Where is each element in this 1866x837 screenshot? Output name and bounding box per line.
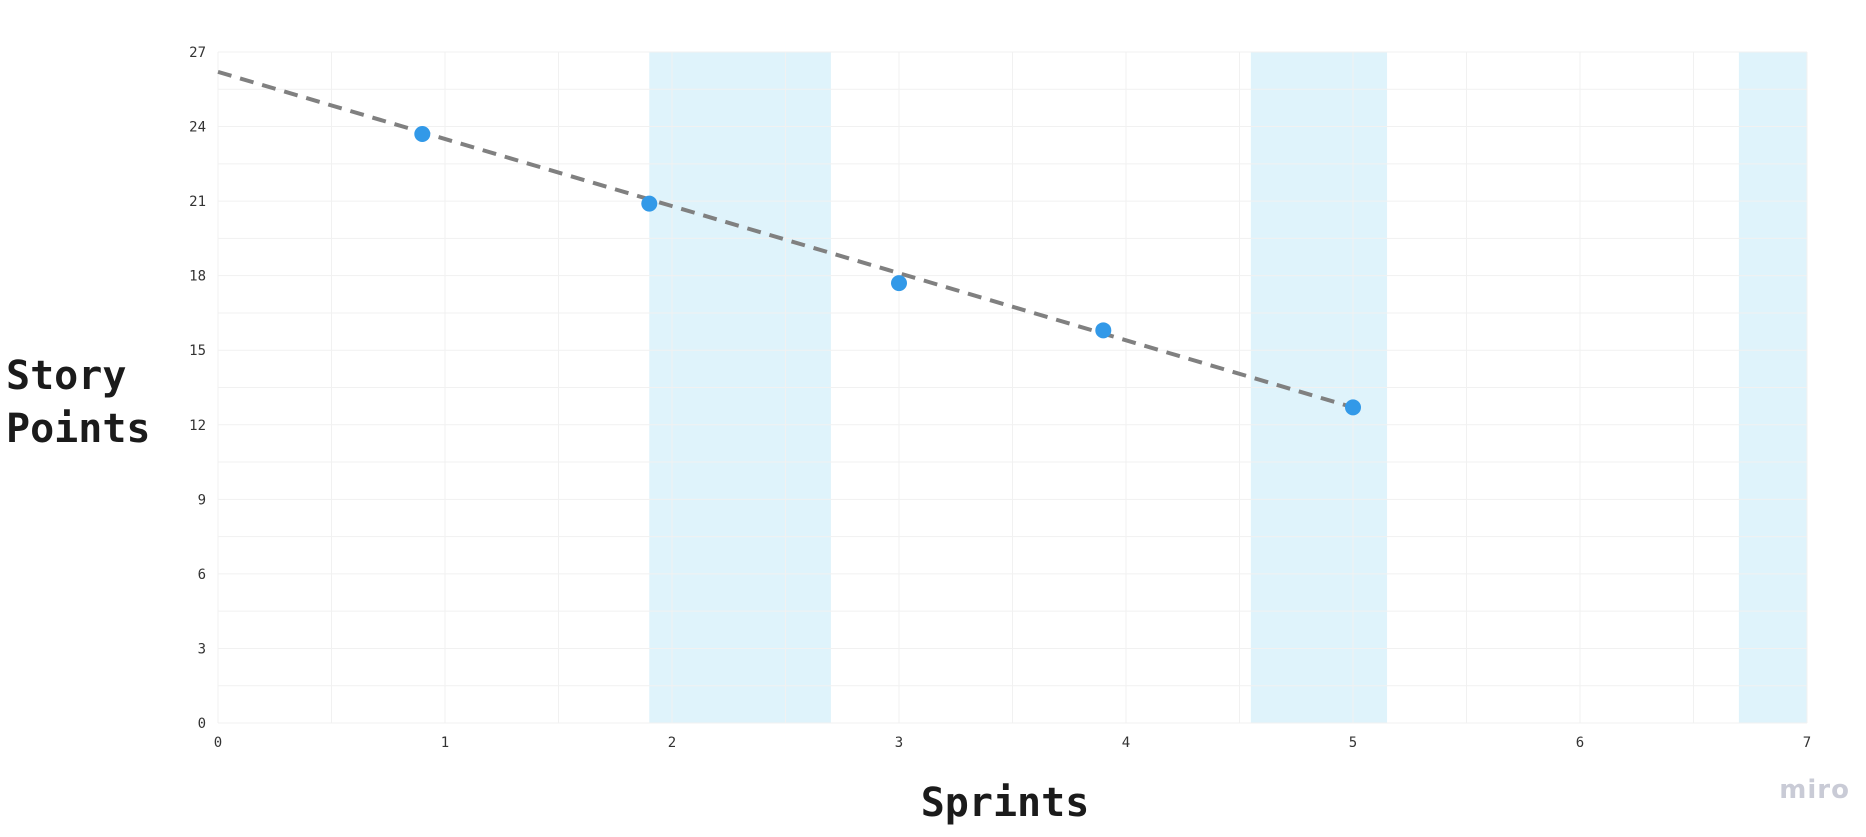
trendline [217, 69, 1354, 410]
data-point [641, 195, 658, 212]
y-tick-label: 27 [189, 45, 206, 61]
y-tick-label: 3 [198, 641, 206, 657]
data-points [414, 126, 1361, 416]
data-point [1095, 322, 1112, 339]
y-tick-label: 24 [189, 120, 206, 136]
data-point [414, 126, 431, 143]
y-tick-label: 15 [189, 343, 206, 359]
y-tick-label: 9 [198, 492, 206, 508]
x-tick-label: 2 [668, 735, 676, 751]
y-tick-label: 0 [198, 716, 206, 732]
data-point [891, 275, 907, 292]
y-axis-label: Story Points [6, 353, 151, 452]
x-tick-label: 0 [214, 735, 222, 751]
y-tick-label: 18 [189, 269, 206, 285]
x-tick-label: 6 [1576, 735, 1584, 751]
x-tick-label: 3 [895, 735, 903, 751]
trendline-segment [217, 69, 1354, 410]
y-axis-ticks: 0 3 6 9 12 15 18 21 24 27 [189, 45, 206, 732]
grid [217, 51, 1808, 724]
x-axis-label: Sprints [920, 780, 1090, 826]
x-tick-label: 4 [1122, 735, 1130, 751]
y-tick-label: 12 [189, 418, 206, 434]
y-tick-label: 21 [189, 194, 206, 210]
miro-logo: miro [1779, 775, 1850, 805]
x-axis-ticks: 0 1 2 3 4 5 6 7 [214, 735, 1811, 751]
x-tick-label: 7 [1803, 735, 1811, 751]
data-point [1345, 399, 1361, 416]
y-tick-label: 6 [198, 567, 206, 583]
x-tick-label: 1 [441, 735, 449, 751]
x-tick-label: 5 [1349, 735, 1357, 751]
